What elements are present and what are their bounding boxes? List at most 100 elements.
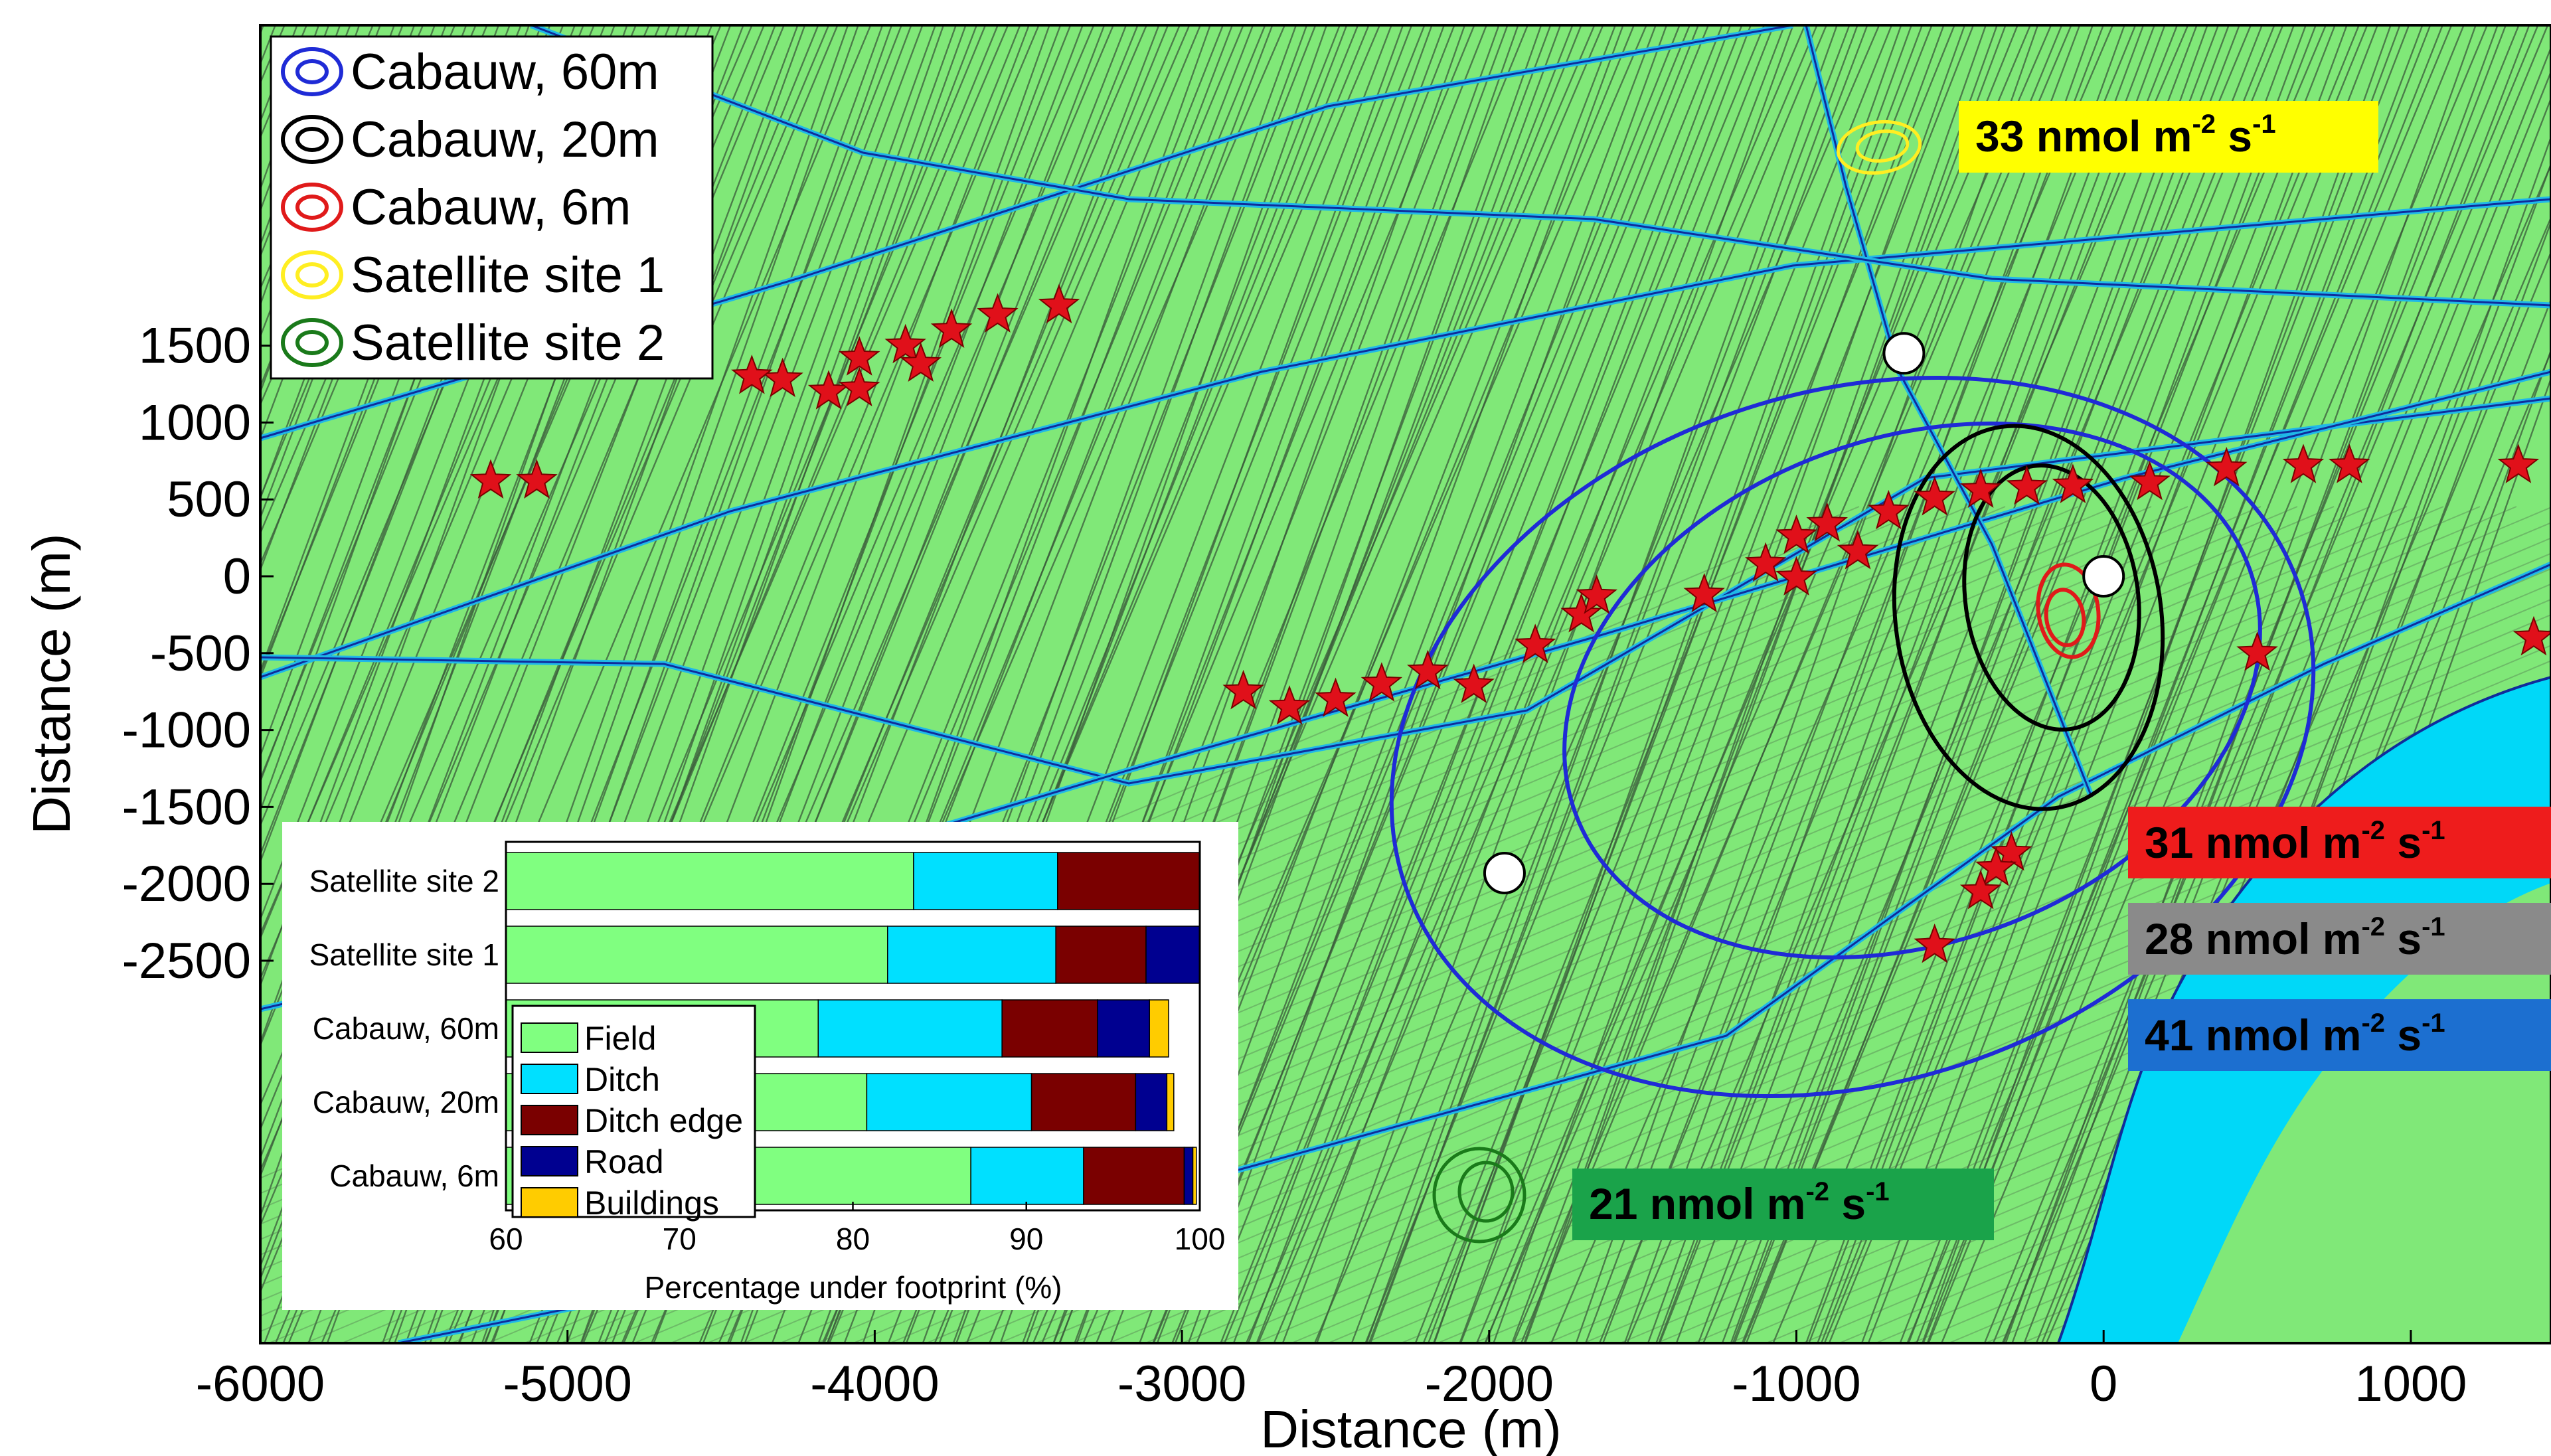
inset-chart: Satellite site 2 Satellite site 1 Cabauw, …: [282, 822, 1238, 1310]
y-axis-ticks: -2500 -2000 -1500 -1000 -500 0 500 1000 1500: [122, 318, 274, 989]
field-line: [926, 660, 2551, 1343]
footprint-satellite-2-inner: [1457, 1161, 1515, 1223]
field-line: [1476, 25, 2031, 1343]
inset-bar-segment: [887, 926, 1056, 984]
building-markers: [469, 283, 2551, 963]
building-star: [1576, 574, 1618, 614]
inset-bar-segment: [1057, 852, 1200, 910]
field-line: [1745, 25, 2263, 1343]
field-line: [1741, 25, 2275, 1343]
building-star: [1683, 572, 1725, 613]
inset-x-tick-label: 100: [1175, 1222, 1226, 1256]
field-line: [1992, 25, 2539, 1343]
x-axis-ticks: -6000 -5000 -4000 -3000 -2000 -1000 0 1000: [196, 1330, 2467, 1412]
field-line: [1072, 721, 2551, 1343]
footprint-satellite-1-outer: [1836, 120, 1922, 175]
building-star: [469, 459, 512, 499]
field-line: [1899, 25, 2410, 1343]
inset-category-label: Satellite site 1: [309, 937, 499, 972]
field-line: [999, 690, 2551, 1343]
field-line: [1422, 25, 1955, 1343]
building-star: [1560, 593, 1602, 633]
building-star: [838, 366, 880, 407]
field-line: [1108, 736, 2551, 1343]
main-legend: Cabauw, 60m Cabauw, 20m Cabauw, 6m Satellit…: [270, 35, 714, 380]
tower-sites: [1483, 332, 2125, 894]
field-line: [1692, 982, 2551, 1343]
x-tick-label: 1000: [2354, 1356, 2467, 1412]
building-star: [1959, 468, 2002, 508]
building-star: [1775, 514, 1817, 554]
field-line: [1427, 25, 1924, 1343]
field-line: [1906, 25, 2453, 1343]
field-line: [1721, 25, 2220, 1343]
inset-bar-segment: [1166, 1073, 1175, 1131]
inset-legend-label: Road: [584, 1143, 664, 1180]
field-line: [1364, 25, 1893, 1343]
building-star: [1744, 542, 1787, 582]
x-tick-label: -1000: [1732, 1356, 1860, 1412]
legend-symbol-outer: [281, 250, 343, 299]
flux-box-satellite-2: [1572, 1169, 1994, 1240]
site-marker: [1882, 332, 1926, 375]
flux-text-cabauw-6m: 31 nmol m-2 s-1: [2145, 816, 2445, 867]
building-star: [884, 323, 926, 364]
footprint-60m-outer: [1389, 375, 2316, 1099]
inset-bar-segment: [1097, 999, 1150, 1058]
inset-bar-segment: [1135, 1073, 1168, 1131]
y-tick-label: 1000: [139, 394, 251, 451]
inset-bar-segment: [1145, 926, 1200, 984]
x-tick-label: -6000: [196, 1356, 325, 1412]
legend-box: [270, 35, 714, 380]
building-star: [1914, 923, 1955, 963]
footprint-6m-outer: [2036, 562, 2101, 659]
field-line: [1828, 25, 2368, 1343]
y-tick-label: -2000: [122, 856, 251, 912]
legend-label: Cabauw, 60m: [351, 44, 659, 100]
y-tick-label: -500: [150, 625, 251, 682]
field-line: [1257, 25, 1818, 1343]
inset-bar-segment: [1149, 999, 1169, 1058]
river-floodplain: [2178, 883, 2551, 1343]
flux-label-satellite-1: 33 nmol m-2 s-1: [1959, 101, 2378, 173]
legend-label: Satellite site 2: [351, 315, 665, 371]
footprint-satellite-2-outer: [1432, 1147, 1526, 1244]
field-line: [1513, 25, 2072, 1343]
footprint-satellite-1-inner: [1855, 129, 1910, 163]
field-line: [1520, 25, 2063, 1343]
inset-bar-segment: [1183, 1147, 1194, 1205]
inset-bar-segment: [1055, 926, 1147, 984]
y-tick-label: 1500: [139, 318, 251, 374]
field-line: [1734, 25, 2240, 1343]
site-marker: [2082, 555, 2125, 598]
map-frame: [259, 24, 2551, 1344]
building-star: [1991, 831, 2032, 871]
building-star: [1406, 649, 1449, 690]
inset-legend-swatch: [521, 1187, 578, 1218]
legend-symbol-outer: [281, 115, 343, 164]
field-line: [1823, 25, 2360, 1343]
building-star: [1222, 669, 1264, 710]
flux-label-satellite-2: 21 nmol m-2 s-1: [1572, 1169, 1994, 1240]
building-star: [1975, 847, 2017, 886]
legend-symbol-outer: [281, 183, 343, 232]
building-star: [2006, 465, 2048, 505]
y-tick-label: 500: [167, 471, 251, 528]
field-line: [1523, 25, 1987, 1343]
flux-text-cabauw-60m: 41 nmol m-2 s-1: [2145, 1009, 2445, 1060]
legend-symbol-inner: [295, 262, 329, 287]
field-line: [1224, 25, 1766, 1343]
footprint-20m-inner: [1962, 463, 2141, 732]
building-star: [2052, 463, 2094, 503]
inset-legend-swatch: [521, 1146, 578, 1176]
inset-x-tick-label: 90: [1009, 1222, 1043, 1256]
inset-bar-segment: [913, 852, 1058, 910]
field-line: [1485, 25, 2018, 1343]
x-axis-label: Distance (m): [1260, 1400, 1561, 1456]
legend-symbol-outer: [281, 318, 343, 367]
inset-legend-label: Ditch: [584, 1061, 660, 1098]
flux-box-cabauw-20m: [2128, 903, 2551, 975]
building-star: [1837, 530, 1879, 570]
footprint-contours: [1389, 120, 2316, 1244]
building-star: [762, 357, 803, 398]
